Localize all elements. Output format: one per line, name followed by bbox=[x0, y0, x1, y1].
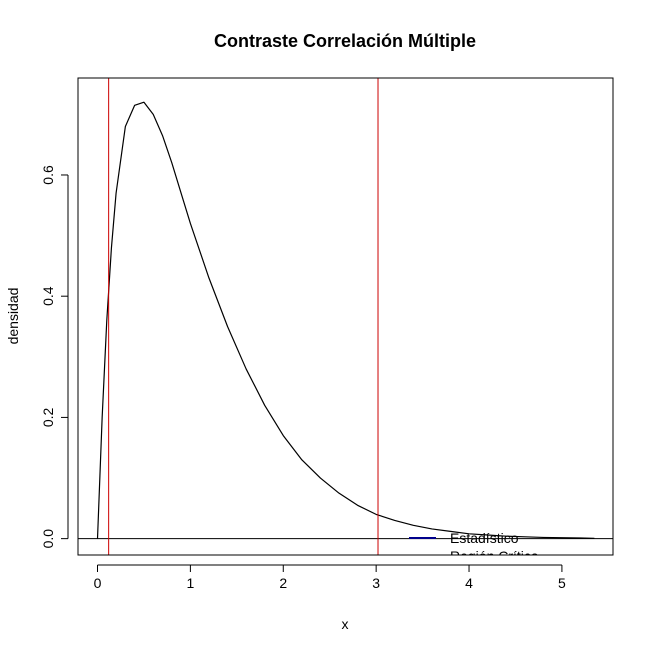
x-tick-label: 2 bbox=[279, 575, 287, 591]
x-tick-label: 5 bbox=[558, 575, 566, 591]
y-tick-label: 0.2 bbox=[40, 407, 56, 427]
density-curve bbox=[96, 101, 595, 539]
legend-label: Región Crítica bbox=[450, 548, 539, 564]
y-axis: 0.0 0.2 0.4 0.6 bbox=[40, 165, 69, 549]
x-axis-label: x bbox=[342, 616, 349, 632]
x-tick-label: 0 bbox=[94, 575, 102, 591]
legend-label: Estadístico bbox=[450, 530, 519, 546]
x-tick-label: 4 bbox=[465, 575, 473, 591]
x-axis: 0 1 2 3 4 5 bbox=[94, 564, 566, 591]
plot-area: Estadístico Región Crítica bbox=[78, 78, 613, 564]
y-tick-label: 0.6 bbox=[40, 165, 56, 185]
legend: Estadístico Región Crítica bbox=[409, 530, 539, 564]
x-tick-label: 1 bbox=[186, 575, 194, 591]
y-tick-label: 0.4 bbox=[40, 286, 56, 306]
y-tick-label: 0.0 bbox=[40, 529, 56, 549]
y-axis-label: densidad bbox=[5, 288, 21, 345]
plot-border bbox=[77, 77, 614, 556]
x-tick-label: 3 bbox=[372, 575, 380, 591]
chart-title: Contraste Correlación Múltiple bbox=[214, 31, 476, 51]
